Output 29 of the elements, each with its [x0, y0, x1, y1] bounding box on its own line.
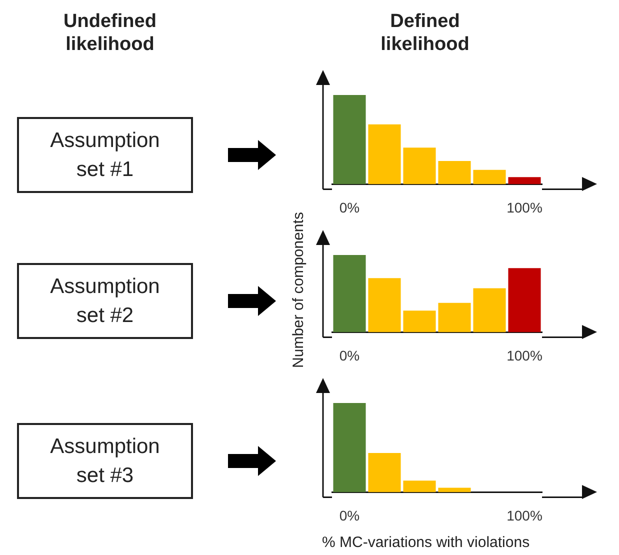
bar — [403, 148, 436, 184]
bar — [333, 95, 366, 184]
bar — [403, 310, 436, 332]
bar — [333, 403, 366, 492]
text: Assumption set #3 — [17, 423, 193, 499]
text: Assumption set #2 — [17, 263, 193, 339]
bar — [368, 124, 401, 184]
bar — [473, 170, 506, 184]
x-tick-label: 0% — [339, 347, 360, 364]
bar — [473, 288, 506, 332]
y-axis-title: Number of components — [290, 211, 308, 370]
x-axis-title: % MC-variations with violations — [322, 534, 530, 551]
chart-title: Defined likelihood — [380, 10, 470, 56]
bar — [508, 268, 541, 332]
bar — [438, 302, 471, 332]
bar — [508, 177, 541, 184]
x-tick-label: 100% — [506, 347, 542, 364]
bar — [438, 488, 471, 492]
bar — [438, 161, 471, 184]
x-tick-label: 100% — [506, 507, 542, 524]
text: Undefined likelihood — [62, 10, 158, 56]
x-tick-label: 0% — [339, 507, 360, 524]
bar — [403, 480, 436, 492]
x-tick-label: 100% — [506, 199, 542, 216]
text: Assumption set #1 — [17, 117, 193, 193]
bar — [368, 452, 401, 492]
bar — [368, 278, 401, 332]
bar — [333, 255, 366, 332]
x-tick-label: 0% — [339, 199, 360, 216]
